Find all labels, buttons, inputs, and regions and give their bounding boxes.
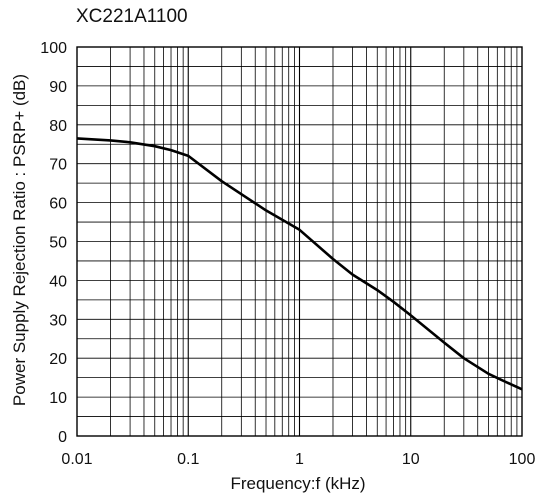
- plot-frame: [76, 46, 523, 437]
- y-tick-labels: 0 10 20 30 40 50 60 70 80 90 100: [40, 40, 67, 446]
- x-tick-label: 100: [509, 451, 536, 468]
- y-tick-label: 90: [49, 79, 67, 96]
- chart-title: XC221A1100: [76, 6, 188, 27]
- y-tick-label: 70: [49, 157, 67, 174]
- y-tick-label: 80: [49, 118, 67, 135]
- series-line: [76, 137, 523, 391]
- x-tick-label: 1: [295, 451, 304, 468]
- y-tick-label: 10: [49, 390, 67, 407]
- y-tick-label: 50: [49, 235, 67, 252]
- x-tick-label: 0.1: [177, 451, 199, 468]
- y-tick-label: 100: [40, 40, 67, 57]
- x-axis-label: Frequency:f (kHz): [230, 474, 366, 493]
- y-tick-label: 0: [58, 429, 67, 446]
- y-tick-label: 20: [49, 351, 67, 368]
- x-tick-label: 10: [402, 451, 420, 468]
- x-tick-labels: 0.01 0.1 1 10 100: [61, 451, 535, 468]
- y-axis-label: Power Supply Rejection Ratio : PSRP+ (dB…: [10, 73, 29, 407]
- y-tick-label: 40: [49, 273, 67, 290]
- y-tick-label: 60: [49, 196, 67, 213]
- grid-lines: [77, 47, 522, 436]
- x-tick-label: 0.01: [61, 451, 92, 468]
- y-tick-label: 30: [49, 312, 67, 329]
